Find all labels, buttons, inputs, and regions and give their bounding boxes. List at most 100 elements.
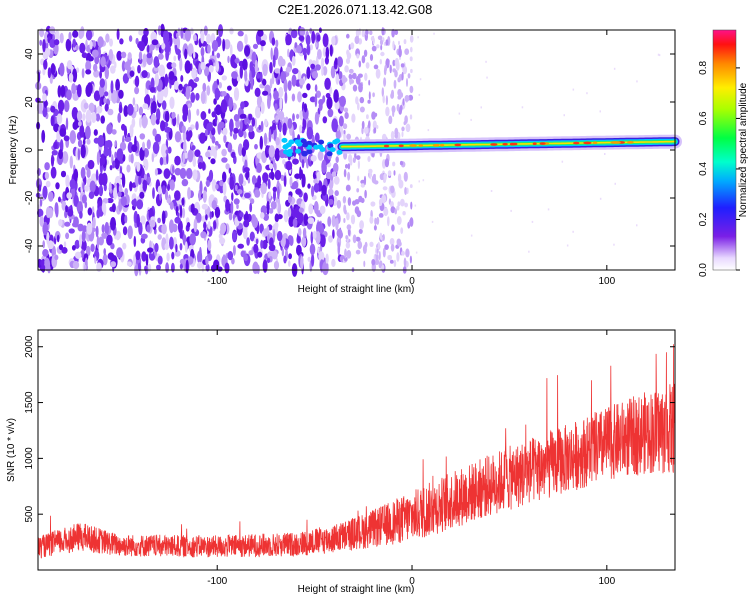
y-tick-label: 20 [24,96,35,108]
spectrogram-noise-blob [171,62,177,69]
spectrogram-carrier-band [336,149,343,155]
spectrogram-noise-blob [299,27,306,37]
spectrogram-noise-blob [202,190,207,203]
spectrogram-noise-blob [85,69,92,75]
colorbar-gradient [713,30,736,270]
y-tick-label: 2000 [24,335,35,358]
spectrogram-noise-blob [314,93,318,108]
spectrogram-noise-blob [378,198,383,207]
spectrogram-noise-blob [74,239,80,249]
spectrogram-noise-blob [179,263,183,270]
spectrogram-noise-blob [75,44,79,51]
x-tick-label: 0 [409,576,415,587]
spectrogram-noise-blob [309,243,316,256]
spectrogram-noise-blob [193,218,198,233]
spectrogram-noise-blob [119,141,127,151]
spectrogram-noise-blob [336,199,342,209]
spectrogram-noise-blob [331,36,336,46]
spectrogram-noise-blob [406,77,408,87]
spectrogram-noise-blob [83,102,89,110]
spectrogram-carrier-band [329,147,336,153]
spectrogram-noise-blob [179,204,183,219]
spectrogram-noise-blob [318,251,325,262]
spectrogram-carrier-band [398,144,404,148]
spectrogram-noise-blob [232,230,237,242]
spectrogram-noise-blob [81,229,86,243]
spectrogram-noise-blob [196,212,202,223]
spectrogram-noise-blob [135,250,141,261]
spectrogram-noise-blob [229,118,234,133]
spectrogram-noise-blob [113,187,118,200]
spectrogram-noise-blob [54,29,60,41]
spectrogram-noise-blob [334,190,339,197]
spectrogram-noise-blob [134,86,140,95]
spectrogram-noise-blob [211,179,217,192]
spectrogram-noise-blob [302,92,308,98]
spectrogram-noise-blob [322,261,329,276]
spectrogram-noise-blob [65,174,70,188]
spectrogram-noise-blob [192,169,198,181]
spectrogram-noise-blob [287,207,292,218]
spectrogram-carrier-band [301,150,308,156]
spectrogram-noise-blob [91,111,97,124]
spectrogram-noise-blob [158,64,166,77]
spectrogram-noise-blob [323,47,326,55]
spectrogram-noise-blob [280,71,287,82]
spectrogram-noise-blob [230,44,233,57]
spectrogram-carrier-band [512,142,518,146]
spectrogram-noise-blob [400,227,404,235]
spectrogram-noise-blob [140,215,146,225]
spectrogram-noise-blob [306,43,311,56]
spectrogram-noise-blob [385,39,389,46]
spectrogram-noise-blob [37,208,44,218]
spectrogram-noise-blob [302,227,307,239]
spectrogram-noise-blob [306,126,314,140]
spectrogram-noise-blob [86,138,91,145]
spectrogram-noise-blob [346,33,350,39]
spectrogram-noise-blob [254,182,262,189]
spectrogram-noise-blob [134,75,140,88]
spectrogram-noise-blob [277,79,281,85]
spectrogram-noise-blob [154,242,159,253]
spectrogram-noise-blob [154,168,158,176]
spectrogram-noise-blob [200,30,205,44]
spectrogram-noise-blob [141,70,148,79]
spectrogram-carrier-band [532,142,537,145]
spectrogram-noise-blob [169,201,174,210]
spectrogram-noise-blob [352,84,358,92]
spectrogram-noise-blob [387,170,392,177]
spectrogram-noise-blob [150,77,155,91]
spectrogram-noise-blob [327,188,334,196]
spectrogram-noise-blob [328,235,333,243]
spectrogram-noise-blob [272,54,276,68]
spectrogram-noise-blob [68,228,75,234]
spectrogram-noise-blob [352,234,357,244]
spectrogram-noise-blob [369,54,374,61]
spectrogram-noise-blob [268,208,274,214]
spectrogram-noise-blob [138,41,146,52]
spectrogram-noise-blob [192,34,197,42]
spectrogram-carrier-band [281,137,288,143]
spectrogram-noise-blob [166,197,172,204]
spectrogram-noise-blob [221,148,227,157]
spectrogram-noise-blob [215,104,222,116]
spectrogram-noise-blob [239,211,244,218]
spectrogram-noise-blob [266,257,271,264]
spectrogram-noise-blob [45,180,51,188]
spectrogram-noise-blob [214,140,219,146]
spectrogram-noise-blob [383,77,387,87]
spectrogram-noise-blob [230,201,234,215]
spectrogram-noise-blob [355,75,361,85]
spectrogram-noise-blob [78,120,82,127]
spectrogram-noise-blob [288,253,292,260]
spectrogram-noise-blob [119,173,123,179]
spectrogram-noise-blob [373,225,377,231]
spectrogram-noise-blob [164,189,169,201]
spectrogram-noise-blob [151,100,157,114]
spectrogram-noise-blob [53,39,60,46]
spectrogram-noise-blob [297,91,302,103]
spectrogram-noise-blob [130,153,134,164]
spectrogram-noise-blob [93,69,100,78]
spectrogram-noise-blob [273,162,277,171]
spectrogram-noise-blob [599,110,601,113]
